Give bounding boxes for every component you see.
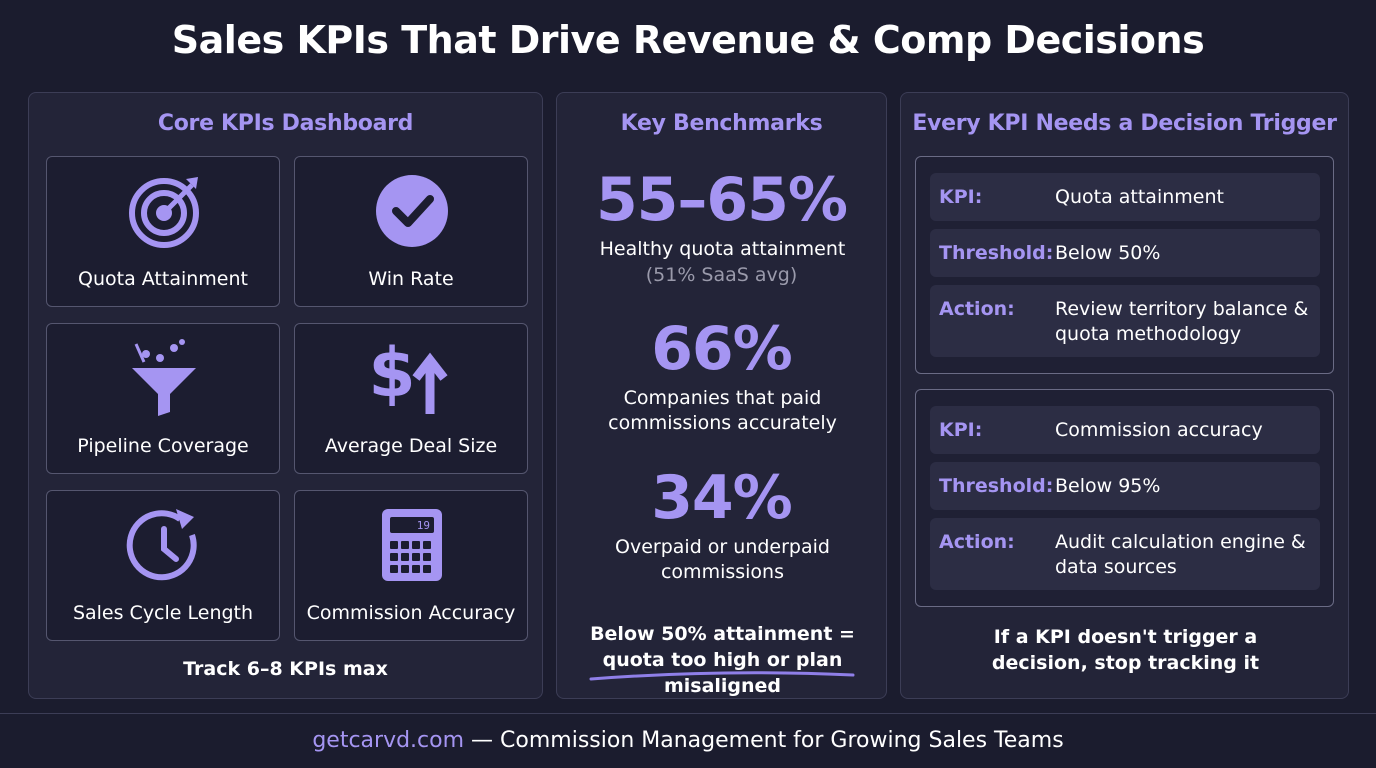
benchmark-sublabel: (51% SaaS avg) (645, 264, 798, 286)
trigger-row: KPI: Quota attainment (930, 173, 1320, 221)
kpi-label: Average Deal Size (324, 435, 498, 457)
trigger-value: Below 95% (1055, 475, 1161, 497)
kpi-tile: Win Rate (294, 156, 528, 307)
page-title: Sales KPIs That Drive Revenue & Comp Dec… (171, 18, 1205, 62)
underline (589, 671, 855, 681)
benchmark-value: 55–65% (595, 165, 848, 235)
footer-link[interactable]: getcarvd.com (312, 728, 465, 753)
kpi-icon (376, 175, 448, 247)
kpi-tile: $ Average Deal Size (294, 323, 528, 474)
trigger-card: KPI: Quota attainment Threshold: Below 50% A… (915, 156, 1334, 374)
kpi-icon (126, 509, 197, 581)
trigger-key: Threshold: (939, 242, 1054, 264)
trigger-card: KPI: Commission accuracy Threshold: Below 9… (915, 389, 1334, 607)
trigger-key: Threshold: (939, 475, 1054, 497)
benchmark-label: Overpaid or underpaid commissions (615, 536, 830, 583)
panel-heading: Every KPI Needs a Decision Trigger (912, 111, 1337, 136)
trigger-value: Below 50% (1055, 242, 1161, 264)
kpi-tile: Sales Cycle Length (46, 490, 280, 641)
benchmarks-panel: Key Benchmarks Below 50% attainment = qu… (556, 92, 887, 699)
dashboard-panel: Core KPIs Dashboard Track 6–8 KPIs max Q… (28, 92, 543, 699)
trigger-key: KPI: (939, 419, 983, 441)
panel-note: Below 50% attainment = quota too high or… (590, 623, 855, 697)
trigger-row: KPI: Commission accuracy (930, 406, 1320, 454)
trigger-key: KPI: (939, 186, 983, 208)
panel-note: If a KPI doesn't trigger a decision, sto… (991, 626, 1260, 674)
trigger-value: Review territory balance & quota methodo… (1055, 298, 1309, 345)
trigger-row: Action: Review territory balance & quota … (930, 285, 1320, 357)
kpi-tile: Quota Attainment (46, 156, 280, 307)
svg-text:$: $ (372, 338, 416, 413)
triggers-panel: Every KPI Needs a Decision Trigger If a … (900, 92, 1349, 699)
kpi-label: Commission Accuracy (306, 602, 516, 624)
kpi-icon: 19 (382, 509, 442, 581)
kpi-icon: $ (372, 338, 448, 414)
benchmark-label: Companies that paid commissions accurate… (608, 387, 837, 434)
trigger-value: Commission accuracy (1055, 419, 1263, 441)
kpi-label: Pipeline Coverage (77, 435, 249, 457)
kpi-tile: Pipeline Coverage (46, 323, 280, 474)
trigger-value: Audit calculation engine & data sources (1055, 531, 1306, 578)
trigger-key: Action: (939, 531, 1015, 553)
footer: getcarvd.com — Commission Management for… (0, 728, 1376, 753)
calculator-display: 19 (417, 519, 430, 532)
kpi-label: Quota Attainment (78, 268, 248, 290)
kpi-tile: 19 Commission Accuracy (294, 490, 528, 641)
kpi-icon (132, 339, 196, 416)
footer-text: — Commission Management for Growing Sale… (471, 728, 1064, 753)
kpi-label: Win Rate (368, 268, 454, 290)
trigger-row: Threshold: Below 50% (930, 229, 1320, 277)
panel-heading: Core KPIs Dashboard (157, 111, 414, 136)
kpi-label: Sales Cycle Length (72, 602, 254, 624)
benchmark-value: 66% (651, 314, 793, 384)
trigger-row: Threshold: Below 95% (930, 462, 1320, 510)
divider (0, 713, 1376, 714)
panel-heading: Key Benchmarks (620, 111, 823, 136)
trigger-value: Quota attainment (1055, 186, 1224, 208)
trigger-row: Action: Audit calculation engine & data s… (930, 518, 1320, 590)
benchmark-value: 34% (651, 463, 793, 533)
kpi-icon (129, 177, 199, 248)
benchmark-label: Healthy quota attainment (599, 238, 846, 260)
panel-note: Track 6–8 KPIs max (183, 658, 388, 680)
trigger-key: Action: (939, 298, 1015, 320)
